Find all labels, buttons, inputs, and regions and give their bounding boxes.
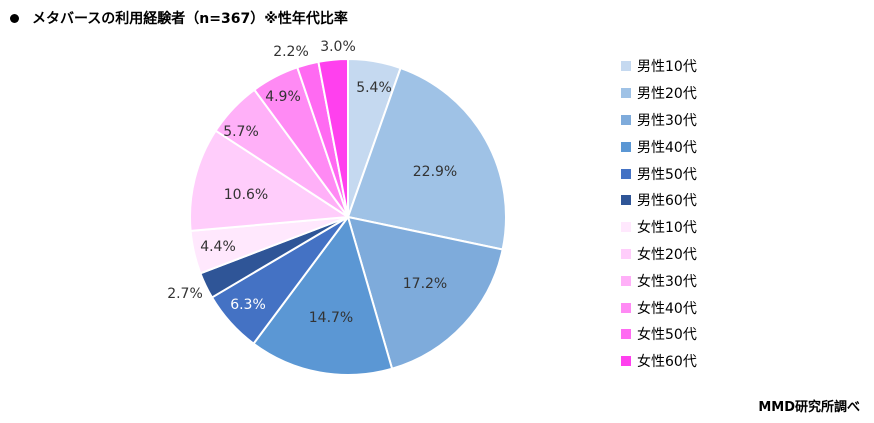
legend-label: 女性50代 [637, 327, 697, 344]
legend-item: 女性30代 [621, 267, 821, 294]
legend-item: 女性60代 [621, 348, 821, 375]
legend-item: 女性10代 [621, 214, 821, 241]
legend-label: 男性60代 [637, 193, 697, 210]
legend-label: 女性60代 [637, 354, 697, 371]
pie-slice [189, 129, 351, 232]
slice-value-label: 10.6% [224, 187, 268, 203]
legend-label: 男性10代 [637, 59, 697, 76]
legend-label: 男性50代 [637, 166, 697, 183]
legend-item: 女性50代 [621, 321, 821, 348]
legend-label: 男性40代 [637, 139, 697, 156]
chart-title: メタバースの利用経験者（n=367）※性年代比率 [32, 11, 348, 27]
slice-value-label: 2.2% [273, 44, 309, 60]
slice-value-label: 22.9% [413, 164, 457, 180]
legend-item: 女性40代 [621, 294, 821, 321]
legend-swatch [621, 114, 631, 125]
legend-item: 男性20代 [621, 80, 821, 107]
source-note: MMD研究所調べ [758, 400, 860, 415]
legend-swatch [621, 275, 631, 286]
pie-slice [346, 215, 504, 370]
legend-label: 女性10代 [637, 220, 697, 237]
legend-item: 男性30代 [621, 107, 821, 134]
legend-swatch [621, 302, 631, 313]
legend-label: 男性20代 [637, 86, 697, 103]
legend-item: 女性20代 [621, 241, 821, 268]
chart-legend: 男性10代男性20代男性30代男性40代男性50代男性60代女性10代女性20代… [621, 53, 821, 375]
slice-value-label: 5.7% [223, 124, 259, 140]
slice-value-label: 2.7% [167, 286, 203, 302]
pie-slice [346, 66, 507, 251]
legend-label: 女性20代 [637, 246, 697, 263]
legend-swatch [621, 329, 631, 340]
slice-value-label: 5.4% [356, 80, 392, 96]
pie-slice [252, 214, 394, 376]
legend-swatch [621, 356, 631, 367]
slice-value-label: 4.9% [265, 89, 301, 105]
legend-item: 男性10代 [621, 53, 821, 80]
chart-title-row: メタバースの利用経験者（n=367）※性年代比率 [10, 7, 348, 29]
legend-item: 男性60代 [621, 187, 821, 214]
legend-swatch [621, 195, 631, 206]
slice-value-label: 6.3% [230, 297, 266, 313]
legend-swatch [621, 88, 631, 99]
legend-swatch [621, 141, 631, 152]
legend-swatch [621, 222, 631, 233]
slice-value-label: 17.2% [403, 276, 447, 292]
bullet-icon [10, 13, 19, 23]
slice-value-label: 14.7% [309, 310, 353, 326]
legend-item: 男性40代 [621, 133, 821, 160]
legend-label: 女性30代 [637, 273, 697, 290]
legend-label: 男性30代 [637, 112, 697, 129]
legend-swatch [621, 61, 631, 72]
legend-item: 男性50代 [621, 160, 821, 187]
legend-label: 女性40代 [637, 300, 697, 317]
legend-swatch [621, 168, 631, 179]
legend-swatch [621, 248, 631, 259]
slice-value-label: 3.0% [320, 39, 356, 55]
pie-slice [317, 57, 349, 218]
slice-value-label: 4.4% [200, 239, 236, 255]
